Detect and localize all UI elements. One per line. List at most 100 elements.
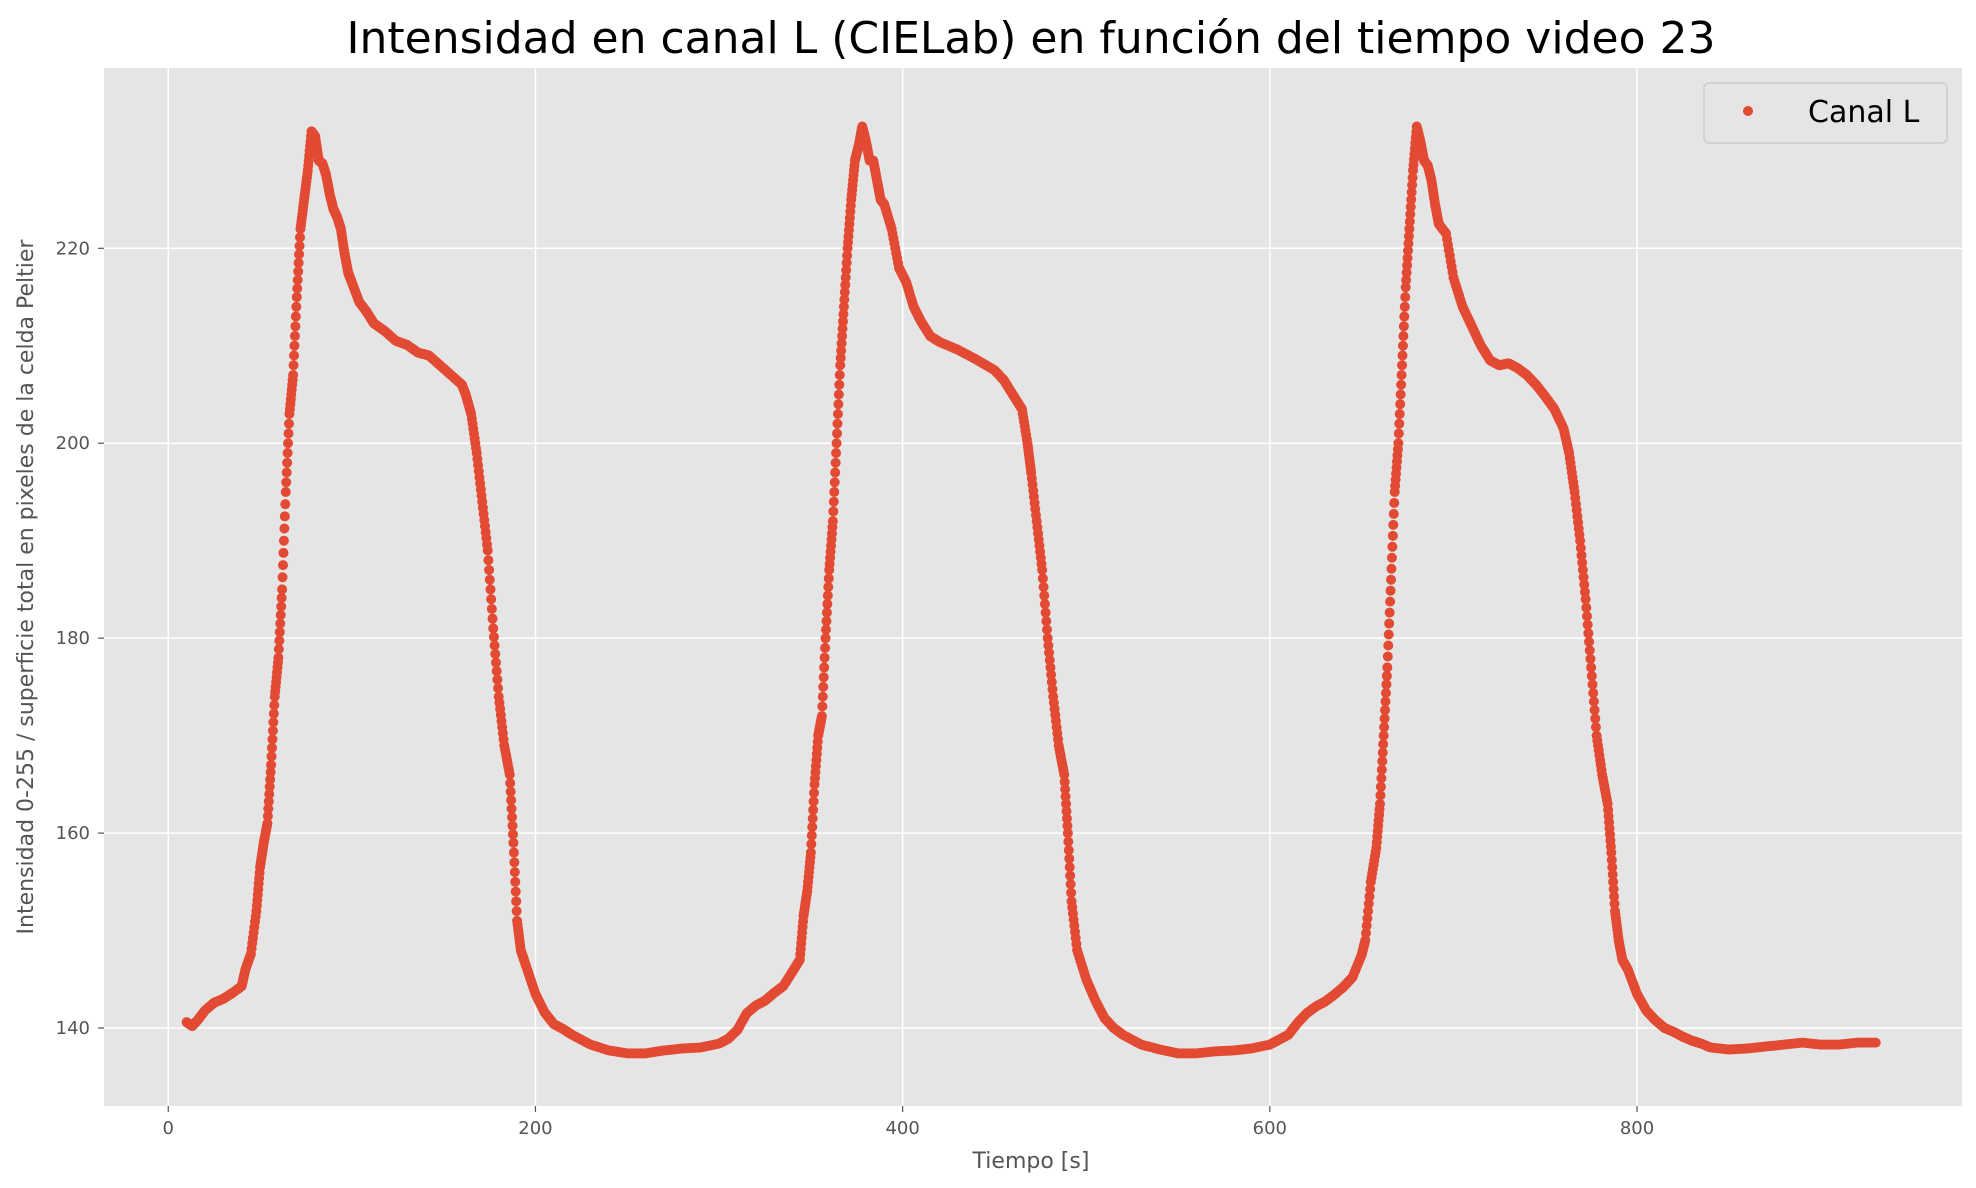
data-point xyxy=(1401,274,1412,285)
data-point xyxy=(1588,696,1599,707)
data-point xyxy=(291,292,302,303)
data-point xyxy=(278,535,289,546)
data-point xyxy=(837,323,848,334)
data-point xyxy=(1046,669,1057,680)
data-point xyxy=(828,496,839,507)
data-point xyxy=(293,266,304,277)
data-point xyxy=(842,250,853,261)
data-point xyxy=(1059,776,1070,787)
data-point xyxy=(805,847,816,858)
data-point xyxy=(277,572,288,583)
data-point xyxy=(511,906,522,917)
data-point xyxy=(806,830,817,841)
y-axis-label: Intensidad 0-255 / superficie total en p… xyxy=(14,239,39,935)
data-point xyxy=(1407,179,1418,190)
data-point xyxy=(1402,245,1413,256)
data-point xyxy=(1061,813,1072,824)
data-point xyxy=(1584,645,1595,656)
data-point xyxy=(492,674,503,685)
data-point xyxy=(828,506,839,517)
data-point xyxy=(510,886,521,897)
data-point xyxy=(283,428,294,439)
data-point xyxy=(840,272,851,283)
data-point xyxy=(1064,862,1075,873)
data-point xyxy=(1578,572,1589,583)
data-point xyxy=(1587,679,1598,690)
data-point xyxy=(1395,389,1406,400)
data-point xyxy=(1575,543,1586,554)
data-point xyxy=(266,742,277,753)
data-point xyxy=(1606,854,1617,865)
data-point xyxy=(820,633,831,644)
data-point xyxy=(819,652,830,663)
data-point xyxy=(1044,647,1055,658)
data-point xyxy=(488,623,499,634)
data-point xyxy=(841,257,852,268)
x-axis-label: Tiempo [s] xyxy=(972,1149,1090,1174)
data-point xyxy=(1398,331,1409,342)
data-point xyxy=(1065,870,1076,881)
data-point xyxy=(505,778,516,789)
data-point xyxy=(1608,876,1619,887)
data-point xyxy=(1385,585,1396,596)
y-tick-label: 220 xyxy=(56,238,90,259)
data-point xyxy=(831,447,842,458)
data-point xyxy=(1586,670,1597,681)
y-tick-label: 160 xyxy=(56,823,90,844)
data-point xyxy=(1402,253,1413,264)
data-point xyxy=(1042,633,1053,644)
data-point xyxy=(1041,624,1052,635)
data-point xyxy=(818,681,829,692)
data-point xyxy=(808,796,819,807)
data-point xyxy=(1394,418,1405,429)
data-point xyxy=(504,769,515,780)
data-point xyxy=(1407,172,1418,183)
data-point xyxy=(493,683,504,694)
data-point xyxy=(1396,370,1407,381)
data-point xyxy=(482,545,493,556)
y-tick-label: 200 xyxy=(56,433,90,454)
data-point xyxy=(275,618,286,629)
data-point xyxy=(491,666,502,677)
data-point xyxy=(1580,594,1591,605)
data-point xyxy=(265,767,276,778)
data-point xyxy=(1363,906,1374,917)
data-point xyxy=(1047,684,1058,695)
data-point xyxy=(274,635,285,646)
data-point xyxy=(1403,238,1414,249)
data-point xyxy=(490,649,501,660)
data-point xyxy=(1377,747,1388,758)
data-point xyxy=(1064,853,1075,864)
data-point xyxy=(485,584,496,595)
data-point xyxy=(266,751,277,762)
data-point xyxy=(809,787,820,798)
data-point xyxy=(1039,599,1050,610)
data-point xyxy=(1384,607,1395,618)
data-point xyxy=(1589,705,1600,716)
data-point xyxy=(1405,201,1416,212)
data-point xyxy=(1608,884,1619,895)
data-point xyxy=(280,486,291,497)
data-point xyxy=(832,428,843,439)
data-point xyxy=(1378,730,1389,741)
data-point xyxy=(1406,187,1417,198)
data-point xyxy=(1590,722,1601,733)
data-point xyxy=(833,389,844,400)
data-point xyxy=(489,640,500,651)
data-point xyxy=(1870,1037,1881,1048)
data-point xyxy=(1061,806,1072,817)
data-point xyxy=(1063,836,1074,847)
data-point xyxy=(1609,891,1620,902)
data-point xyxy=(1581,602,1592,613)
data-point xyxy=(262,818,273,829)
data-point xyxy=(1380,696,1391,707)
data-point xyxy=(1380,687,1391,698)
data-point xyxy=(1405,209,1416,220)
data-point xyxy=(291,301,302,312)
data-point xyxy=(1406,194,1417,205)
data-point xyxy=(1378,739,1389,750)
data-point xyxy=(807,822,818,833)
series-canal-l xyxy=(181,121,1881,1059)
data-point xyxy=(1381,679,1392,690)
data-point xyxy=(1397,360,1408,371)
